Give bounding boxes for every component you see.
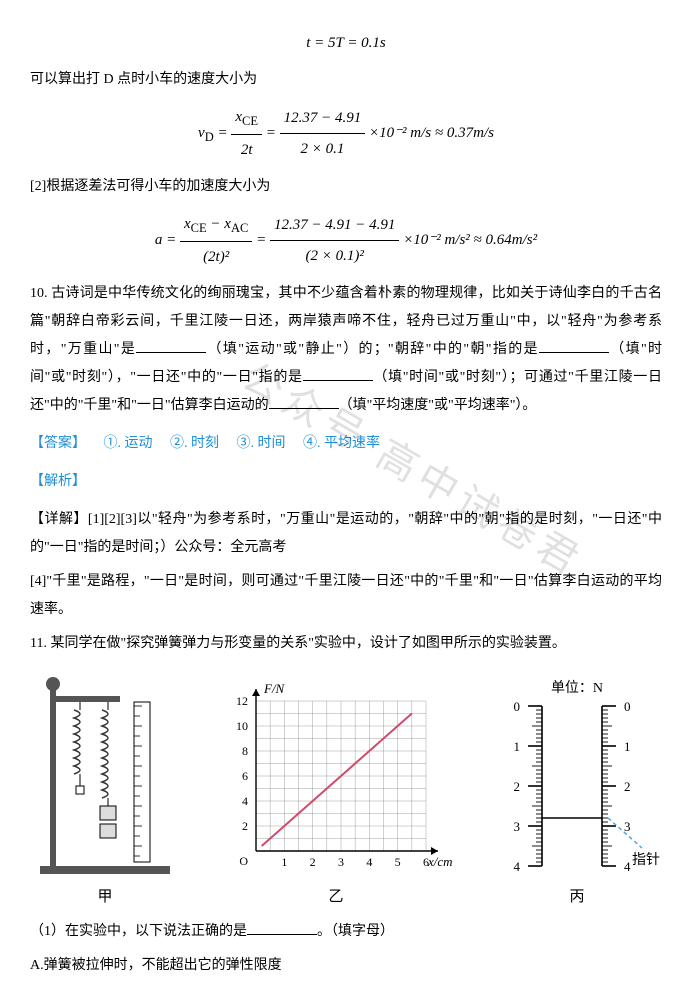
option-a: A.弹簧被拉伸时，不能超出它的弹性限度 [30, 952, 662, 980]
svg-text:单位：N: 单位：N [551, 680, 603, 696]
equation-1: t = 5T = 0.1s [30, 28, 662, 58]
svg-text:12: 12 [236, 694, 248, 708]
figure-jia-label: 甲 [97, 882, 112, 912]
ruler-icon: 单位：N0123401234指针 [492, 676, 662, 876]
figure-jia: 甲 [30, 676, 180, 912]
blank-5 [247, 918, 317, 935]
svg-text:2: 2 [624, 779, 631, 794]
jiexi-label: 【解析】 [30, 468, 662, 496]
chart-icon: 12345624681012OF/Nx/cm [216, 676, 456, 876]
svg-text:4: 4 [242, 794, 248, 808]
svg-text:O: O [239, 854, 248, 868]
svg-text:1: 1 [514, 739, 521, 754]
svg-text:1: 1 [281, 855, 287, 869]
figure-yi-label: 乙 [328, 882, 343, 912]
svg-text:8: 8 [242, 744, 248, 758]
svg-text:指针: 指针 [632, 852, 660, 868]
svg-text:3: 3 [338, 855, 344, 869]
svg-text:3: 3 [514, 819, 521, 834]
svg-text:0: 0 [624, 699, 631, 714]
apparatus-icon [30, 676, 180, 876]
detail-2: [4]"千里"是路程，"一日"是时间，则可通过"千里江陵一日还"中的"千里"和"… [30, 568, 662, 624]
svg-text:5: 5 [395, 855, 401, 869]
question-10: 10. 古诗词是中华传统文化的绚丽瑰宝，其中不少蕴含着朴素的物理规律，比如关于诗… [30, 280, 662, 420]
figure-bing: 单位：N0123401234指针 丙 [492, 676, 662, 912]
svg-text:1: 1 [624, 739, 631, 754]
equation-3: a = xCE − xAC (2t)² = 12.37 − 4.91 − 4.9… [30, 209, 662, 272]
svg-text:3: 3 [624, 819, 631, 834]
svg-text:10: 10 [236, 719, 248, 733]
question-11-1: （1）在实验中，以下说法正确的是。（填字母） [30, 918, 662, 946]
paragraph-1: 可以算出打 D 点时小车的速度大小为 [30, 66, 662, 94]
figure-yi: 12345624681012OF/Nx/cm 乙 [216, 676, 456, 912]
figure-bing-label: 丙 [569, 882, 584, 912]
answer-block: 【答案】 ①. 运动 ②. 时刻 ③. 时间 ④. 平均速率 [30, 430, 662, 458]
blank-4 [269, 392, 339, 409]
blank-2 [539, 336, 609, 353]
svg-text:F/N: F/N [263, 681, 286, 696]
svg-text:2: 2 [514, 779, 521, 794]
svg-text:4: 4 [366, 855, 372, 869]
svg-text:2: 2 [242, 819, 248, 833]
blank-3 [303, 364, 373, 381]
detail-1: 【详解】[1][2][3]以"轻舟"为参考系时，"万重山"是运动的，"朝辞"中的… [30, 506, 662, 562]
svg-text:2: 2 [310, 855, 316, 869]
paragraph-2: [2]根据逐差法可得小车的加速度大小为 [30, 173, 662, 201]
svg-text:4: 4 [624, 859, 631, 874]
equation-2: vD = xCE2t = 12.37 − 4.912 × 0.1 ×10⁻² m… [30, 102, 662, 165]
svg-text:x/cm: x/cm [427, 854, 453, 869]
svg-text:4: 4 [514, 859, 521, 874]
svg-text:0: 0 [514, 699, 521, 714]
svg-text:6: 6 [242, 769, 248, 783]
figure-row: 甲 12345624681012OF/Nx/cm 乙 单位：N012340123… [30, 676, 662, 912]
blank-1 [136, 336, 206, 353]
question-11: 11. 某同学在做"探究弹簧弹力与形变量的关系"实验中，设计了如图甲所示的实验装… [30, 630, 662, 658]
